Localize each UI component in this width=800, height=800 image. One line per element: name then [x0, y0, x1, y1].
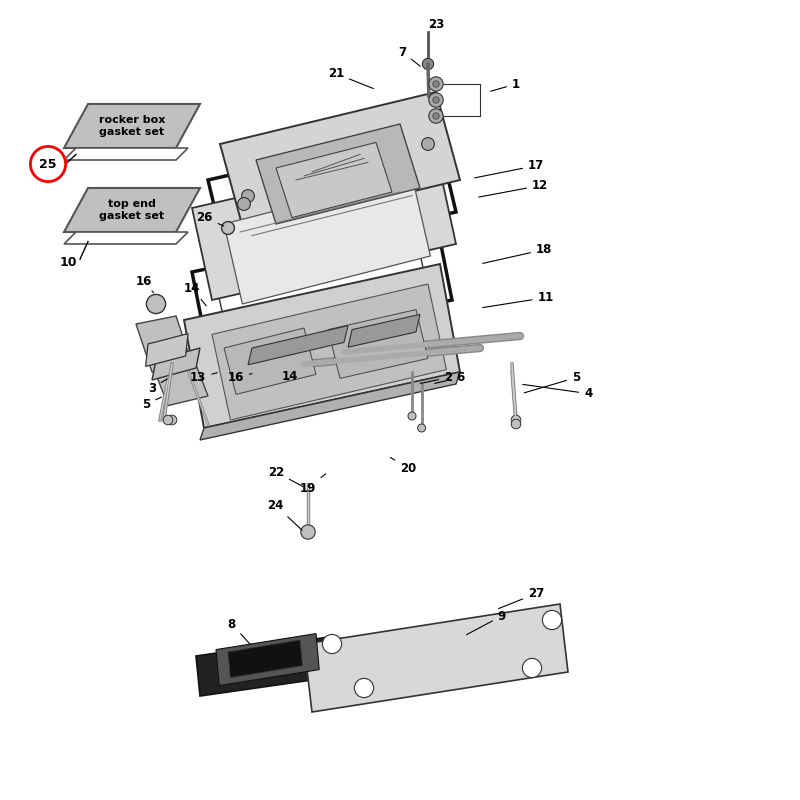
Polygon shape — [196, 636, 340, 696]
Polygon shape — [184, 264, 460, 428]
Circle shape — [433, 113, 439, 119]
Text: 18: 18 — [482, 243, 552, 263]
Text: 3: 3 — [148, 379, 167, 394]
Text: 5: 5 — [524, 371, 580, 393]
Polygon shape — [220, 92, 460, 232]
Text: 12: 12 — [478, 179, 548, 197]
Circle shape — [30, 146, 66, 182]
Polygon shape — [256, 124, 420, 224]
Circle shape — [222, 222, 234, 234]
Circle shape — [433, 81, 439, 87]
Text: 11: 11 — [482, 291, 554, 307]
Circle shape — [146, 294, 166, 314]
Text: rocker box
gasket set: rocker box gasket set — [99, 115, 165, 137]
Text: 17: 17 — [474, 159, 544, 178]
Polygon shape — [64, 232, 188, 244]
Circle shape — [522, 658, 542, 678]
Text: 16: 16 — [228, 371, 252, 384]
Polygon shape — [64, 188, 200, 232]
Polygon shape — [192, 152, 456, 300]
Polygon shape — [328, 310, 428, 378]
Circle shape — [422, 138, 434, 150]
Polygon shape — [200, 372, 460, 440]
Polygon shape — [228, 640, 302, 678]
Circle shape — [167, 415, 177, 425]
Text: 1: 1 — [490, 78, 520, 91]
Polygon shape — [136, 316, 192, 372]
Circle shape — [354, 678, 374, 698]
Text: 8: 8 — [228, 618, 250, 644]
Text: 24: 24 — [268, 499, 302, 530]
Circle shape — [301, 525, 315, 539]
Circle shape — [429, 93, 443, 107]
Polygon shape — [146, 334, 188, 366]
Polygon shape — [248, 326, 348, 365]
Polygon shape — [304, 604, 568, 712]
Text: 10: 10 — [59, 256, 77, 269]
Text: top end
gasket set: top end gasket set — [99, 199, 165, 221]
Text: 2: 2 — [420, 371, 452, 384]
Text: 22: 22 — [268, 466, 303, 486]
Circle shape — [418, 424, 426, 432]
Circle shape — [511, 419, 521, 429]
Circle shape — [322, 634, 342, 654]
Text: 16: 16 — [136, 275, 154, 293]
Text: 27: 27 — [498, 587, 544, 609]
Polygon shape — [216, 236, 432, 356]
Text: 14: 14 — [184, 282, 206, 306]
Circle shape — [511, 415, 521, 425]
Text: 9: 9 — [466, 610, 506, 634]
Polygon shape — [152, 348, 200, 380]
Circle shape — [242, 190, 254, 202]
Polygon shape — [152, 354, 208, 406]
Circle shape — [429, 109, 443, 123]
Polygon shape — [224, 176, 430, 304]
Text: 19: 19 — [300, 474, 326, 494]
Text: 20: 20 — [390, 458, 416, 474]
Circle shape — [238, 198, 250, 210]
Text: 7: 7 — [398, 46, 420, 66]
Polygon shape — [64, 104, 200, 148]
Polygon shape — [212, 284, 446, 420]
Polygon shape — [276, 142, 392, 218]
Polygon shape — [348, 314, 420, 347]
Circle shape — [422, 58, 434, 70]
Circle shape — [429, 77, 443, 91]
Text: 23: 23 — [428, 18, 444, 30]
Circle shape — [163, 415, 173, 425]
Text: 6: 6 — [434, 371, 464, 384]
Text: 4: 4 — [522, 384, 592, 400]
Text: 13: 13 — [190, 371, 218, 384]
Text: 25: 25 — [39, 158, 57, 170]
Text: 21: 21 — [328, 67, 374, 89]
Text: 26: 26 — [197, 211, 224, 226]
Circle shape — [542, 610, 562, 630]
Polygon shape — [64, 148, 188, 160]
Text: 14: 14 — [282, 370, 298, 382]
Circle shape — [408, 412, 416, 420]
Circle shape — [433, 97, 439, 103]
Text: 5: 5 — [142, 397, 162, 410]
Polygon shape — [224, 328, 316, 394]
Polygon shape — [216, 634, 319, 686]
